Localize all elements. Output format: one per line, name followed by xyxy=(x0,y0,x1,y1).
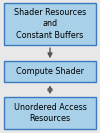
FancyBboxPatch shape xyxy=(4,97,96,129)
Text: Unordered Access
Resources: Unordered Access Resources xyxy=(14,103,86,123)
FancyBboxPatch shape xyxy=(4,3,96,45)
Text: Compute Shader: Compute Shader xyxy=(16,67,84,76)
Text: Shader Resources
and
Constant Buffers: Shader Resources and Constant Buffers xyxy=(14,8,86,40)
FancyBboxPatch shape xyxy=(4,61,96,82)
